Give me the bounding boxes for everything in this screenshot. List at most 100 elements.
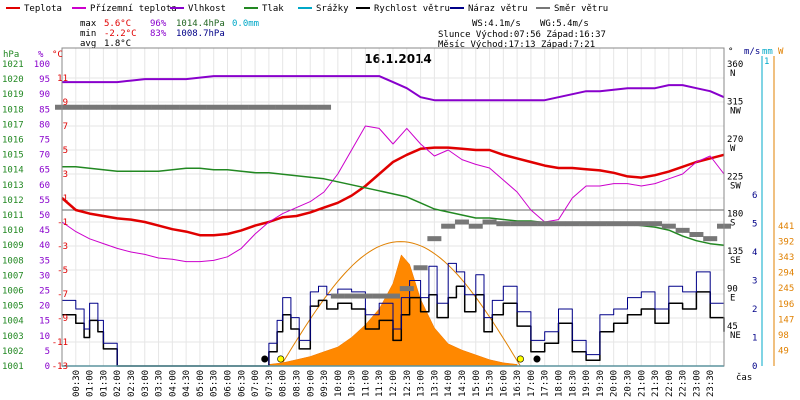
tick-hpa: 1009 xyxy=(2,241,24,251)
tick-x: 09:30 xyxy=(320,370,330,397)
wind-direction-point xyxy=(82,104,97,110)
tick-ms: 3 xyxy=(752,277,757,287)
tick-w: 245 xyxy=(778,284,794,294)
tick-ms: 2 xyxy=(752,305,757,315)
tick-x: 15:30 xyxy=(486,370,496,397)
tick-deg: -13 xyxy=(52,362,68,372)
wind-direction-point xyxy=(454,219,469,225)
tick-hpa: 1021 xyxy=(2,60,24,70)
wind-direction-point xyxy=(151,104,166,110)
tick-x: 02:00 xyxy=(113,370,123,397)
tick-pct: 60 xyxy=(39,181,50,191)
tick-deg: 11 xyxy=(57,74,68,84)
tick-x: 04:30 xyxy=(182,370,192,397)
wind-direction-point xyxy=(165,104,180,110)
tick-dir-deg: 360 xyxy=(727,60,743,70)
tick-dir-name: E xyxy=(730,294,735,304)
tick-hpa: 1019 xyxy=(2,90,24,100)
axis-label-dir: ° xyxy=(728,47,733,57)
tick-x: 19:00 xyxy=(582,370,592,397)
wind-direction-point xyxy=(123,104,138,110)
wind-direction-point xyxy=(551,221,566,227)
wind-direction-point xyxy=(468,223,483,229)
tick-hpa: 1020 xyxy=(2,75,24,85)
tick-deg: 9 xyxy=(63,98,68,108)
wind-direction-point xyxy=(661,223,676,229)
wind-direction-point xyxy=(358,293,373,299)
wind-direction-point xyxy=(137,104,152,110)
tick-x: 03:30 xyxy=(155,370,165,397)
tick-hpa: 1002 xyxy=(2,347,24,357)
tick-x: 11:30 xyxy=(375,370,385,397)
tick-hpa: 1017 xyxy=(2,120,24,130)
tick-x: 20:30 xyxy=(623,370,633,397)
wind-direction-point xyxy=(703,236,718,242)
tick-pct: 30 xyxy=(39,271,50,281)
stats-avg-label: avg xyxy=(80,39,96,49)
stats-min-press: 1008.7hPa xyxy=(176,29,225,39)
tick-x: 17:30 xyxy=(541,370,551,397)
tick-x: 21:30 xyxy=(651,370,661,397)
tick-ms: 6 xyxy=(752,191,757,201)
tick-deg: -1 xyxy=(57,218,68,228)
plot-frame xyxy=(61,47,725,367)
tick-x: 21:00 xyxy=(637,370,647,397)
legend-label: Vlhkost xyxy=(188,4,226,14)
wind-direction-point xyxy=(330,293,345,299)
tick-x: 17:00 xyxy=(527,370,537,397)
tick-pct: 65 xyxy=(39,166,50,176)
legend-label: Náraz větru xyxy=(468,4,528,14)
tick-x: 23:00 xyxy=(692,370,702,397)
tick-dir-deg: 90 xyxy=(727,285,738,295)
tick-pct: 25 xyxy=(39,287,50,297)
wind-direction-point xyxy=(675,227,690,233)
series-line-vlhkost xyxy=(62,75,725,102)
tick-x: 02:30 xyxy=(127,370,137,397)
wind-direction-point xyxy=(179,104,194,110)
tick-dir-deg: 180 xyxy=(727,210,743,220)
tick-deg: -11 xyxy=(52,338,68,348)
legend: Teplota Přízemní teplota Vlhkost Tlak Srážky… xyxy=(6,4,608,14)
axis-label-pct: % xyxy=(38,50,44,60)
wind-direction-point xyxy=(634,221,649,227)
tick-x: 18:30 xyxy=(568,370,578,397)
axis-label-deg: °C xyxy=(52,50,63,60)
tick-x: 14:00 xyxy=(444,370,454,397)
tick-x: 06:30 xyxy=(237,370,247,397)
tick-x: 13:30 xyxy=(430,370,440,397)
tick-hpa: 1003 xyxy=(2,332,24,342)
stats-max-press: 1014.4hPa xyxy=(176,19,225,29)
tick-mm: 1 xyxy=(764,57,769,67)
legend-label: Směr větru xyxy=(554,4,608,14)
tick-w: 343 xyxy=(778,253,794,263)
tick-dir-name: NE xyxy=(730,331,741,341)
wind-direction-point xyxy=(220,104,235,110)
tick-deg: -9 xyxy=(57,314,68,324)
tick-w: 294 xyxy=(778,269,794,279)
tick-pct: 55 xyxy=(39,196,50,206)
wind-direction-point xyxy=(275,104,290,110)
stats-max-label: max xyxy=(80,19,97,29)
tick-hpa: 1018 xyxy=(2,105,24,115)
wind-direction-point xyxy=(261,104,276,110)
stats-min-label: min xyxy=(80,29,96,39)
wind-direction-point xyxy=(482,219,497,225)
wind-direction-point xyxy=(592,221,607,227)
tick-deg: 3 xyxy=(63,170,68,180)
wind-direction-point xyxy=(303,104,318,110)
tick-hpa: 1005 xyxy=(2,302,24,312)
tick-x: 07:30 xyxy=(265,370,275,397)
tick-pct: 20 xyxy=(39,302,50,312)
tick-pct: 50 xyxy=(39,211,50,221)
tick-x: 01:30 xyxy=(99,370,109,397)
tick-pct: 80 xyxy=(39,120,50,130)
wind-direction-point xyxy=(606,221,621,227)
tick-pct: 5 xyxy=(45,347,50,357)
tick-pct: 10 xyxy=(39,332,50,342)
tick-pct: 40 xyxy=(39,241,50,251)
wind-direction-point xyxy=(372,293,387,299)
tick-pct: 0 xyxy=(45,362,50,372)
stats-max-hum: 96% xyxy=(150,19,167,29)
tick-ms: 5 xyxy=(752,220,757,230)
wind-direction-point xyxy=(579,221,594,227)
